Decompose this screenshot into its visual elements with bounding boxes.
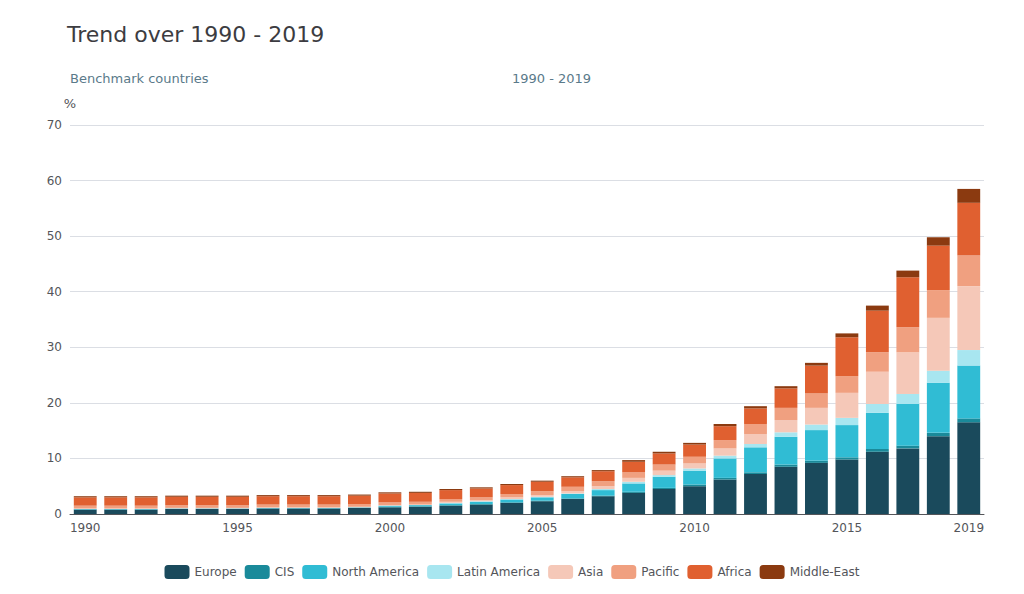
svg-text:Trend over 1990 - 2019: Trend over 1990 - 2019 xyxy=(66,22,324,47)
svg-text:60: 60 xyxy=(47,174,62,188)
svg-text:Europe: Europe xyxy=(195,565,237,579)
svg-text:CIS: CIS xyxy=(275,565,295,579)
svg-text:Latin America: Latin America xyxy=(457,565,540,579)
svg-text:2000: 2000 xyxy=(375,521,406,535)
svg-text:30: 30 xyxy=(47,340,62,354)
svg-text:20: 20 xyxy=(47,396,62,410)
svg-text:50: 50 xyxy=(47,229,62,243)
svg-text:2019: 2019 xyxy=(953,521,984,535)
svg-text:Asia: Asia xyxy=(578,565,603,579)
svg-text:2010: 2010 xyxy=(679,521,710,535)
svg-text:40: 40 xyxy=(47,285,62,299)
svg-text:North America: North America xyxy=(332,565,419,579)
svg-text:Benchmark countries: Benchmark countries xyxy=(70,71,209,86)
svg-text:Middle-East: Middle-East xyxy=(790,565,860,579)
svg-text:Africa: Africa xyxy=(717,565,751,579)
svg-text:Pacific: Pacific xyxy=(641,565,679,579)
svg-text:1990: 1990 xyxy=(70,521,101,535)
svg-text:70: 70 xyxy=(47,118,62,132)
svg-text:2005: 2005 xyxy=(527,521,558,535)
svg-text:10: 10 xyxy=(47,451,62,465)
svg-text:%: % xyxy=(64,96,76,111)
svg-text:1995: 1995 xyxy=(222,521,253,535)
svg-text:1990 - 2019: 1990 - 2019 xyxy=(512,71,591,86)
svg-text:0: 0 xyxy=(54,507,62,521)
svg-text:2015: 2015 xyxy=(832,521,863,535)
